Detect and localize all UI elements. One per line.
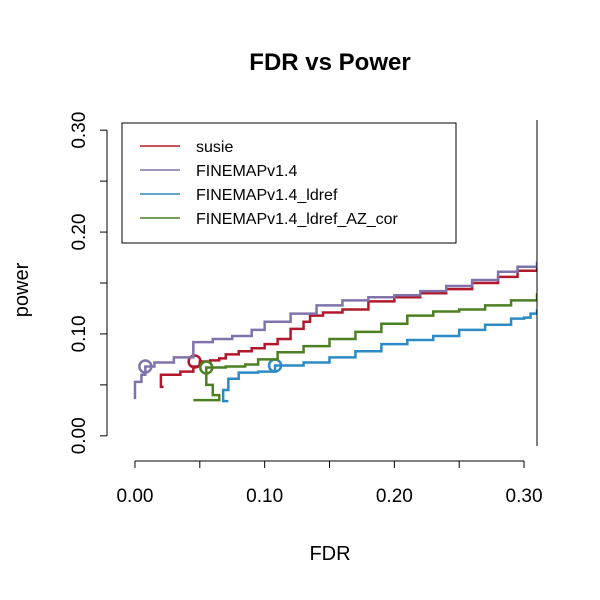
legend-box [121,122,457,244]
y-tick-label: 0.20 [69,214,90,251]
x-tick-label: 0.30 [506,486,543,507]
plot-area: 0.00 0.10 0.20 0.30 0.00 0.10 0.20 0.30 [69,112,543,507]
y-axis: 0.00 0.10 0.20 0.30 [69,112,108,454]
y-tick-label: 0.30 [69,112,90,149]
series-marker-3 [199,360,214,375]
series-marker-1 [138,359,153,374]
y-axis-title: power [11,262,33,317]
y-tick-label: 0.10 [69,315,90,352]
x-axis-title: FDR [309,543,350,565]
legend-label-2: FINEMAPv1.4_ldref [196,187,338,204]
series-line-2 [221,309,537,403]
x-tick-label: 0.20 [376,486,413,507]
series-line-3 [193,293,537,402]
x-axis: 0.00 0.10 0.20 0.30 [116,460,543,507]
chart-title: FDR vs Power [249,49,410,76]
legend-label-3: FINEMAPv1.4_ldref_AZ_cor [196,211,399,228]
series-line-0 [159,266,537,389]
series-marker-0 [187,354,202,369]
y-tick-label: 0.00 [69,417,90,454]
x-tick-label: 0.00 [116,486,153,507]
x-tick-label: 0.10 [246,486,283,507]
legend-label-0: susie [196,139,233,156]
series-line-1 [133,261,537,400]
series-layer [133,261,537,403]
legend-label-1: FINEMAPv1.4 [196,163,297,180]
legend: susie FINEMAPv1.4 FINEMAPv1.4_ldref FINEMAP… [121,122,457,244]
